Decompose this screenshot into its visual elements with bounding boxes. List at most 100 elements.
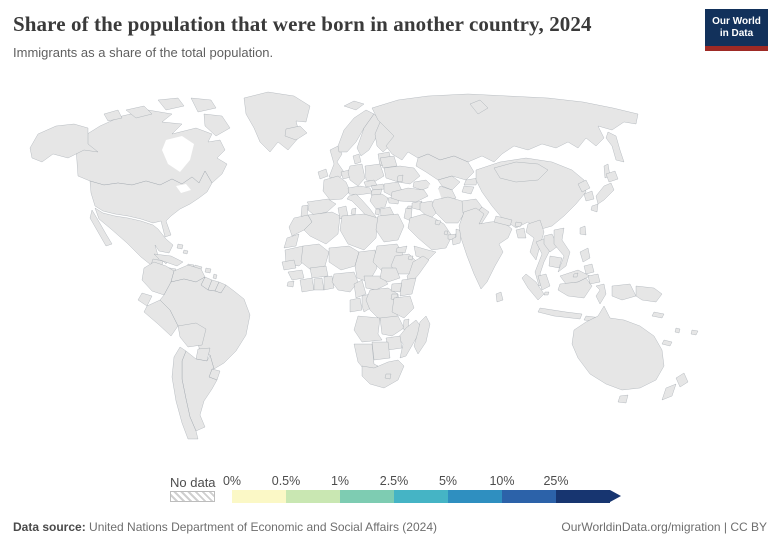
- country-taiwan[interactable]: [579, 225, 587, 236]
- country-bahamas[interactable]: [182, 249, 189, 255]
- country-gabon[interactable]: [349, 297, 363, 313]
- country-sri-lanka[interactable]: [495, 291, 504, 303]
- country-italy-sardinia[interactable]: [350, 207, 357, 216]
- country-fiji[interactable]: [690, 329, 699, 336]
- country-ivory-coast[interactable]: [299, 277, 315, 293]
- country-vietnam[interactable]: [553, 227, 571, 273]
- country-caucasus[interactable]: [412, 179, 433, 191]
- country-lesotho[interactable]: [384, 373, 392, 380]
- owid-logo[interactable]: Our World in Data: [705, 9, 768, 51]
- country-cameroon[interactable]: [353, 279, 367, 299]
- country-switzerland-austria[interactable]: [347, 185, 373, 196]
- country-kazakhstan[interactable]: [415, 153, 475, 181]
- country-brunei[interactable]: [572, 272, 579, 278]
- country-mongolia[interactable]: [493, 161, 549, 183]
- country-yemen[interactable]: [413, 245, 437, 261]
- country-bahamas[interactable]: [176, 243, 184, 250]
- country-kuwait[interactable]: [434, 219, 442, 226]
- country-cuba[interactable]: [153, 253, 184, 267]
- country-myanmar[interactable]: [525, 219, 545, 261]
- country-russia-novaya-zemlya[interactable]: [469, 99, 489, 115]
- country-ecuador[interactable]: [137, 292, 153, 307]
- legend-bin-5[interactable]: 10%: [489, 474, 556, 503]
- country-indonesia-sumatra[interactable]: [521, 273, 545, 301]
- country-madagascar[interactable]: [413, 315, 431, 355]
- country-bhutan[interactable]: [514, 221, 523, 228]
- country-sweden[interactable]: [356, 113, 382, 157]
- country-nigeria[interactable]: [331, 271, 359, 293]
- country-indonesia-borneo[interactable]: [557, 277, 593, 299]
- country-namibia[interactable]: [353, 343, 379, 375]
- country-canada[interactable]: [103, 109, 123, 122]
- country-uzbekistan[interactable]: [437, 175, 461, 191]
- country-egypt[interactable]: [375, 213, 405, 243]
- country-western-sahara[interactable]: [283, 233, 300, 249]
- country-qatar[interactable]: [443, 230, 449, 236]
- country-tanzania[interactable]: [391, 295, 415, 319]
- country-australia[interactable]: [571, 305, 665, 391]
- country-russia-kamchatka[interactable]: [605, 131, 625, 163]
- country-japan-honshu[interactable]: [595, 182, 615, 205]
- country-australia-tasmania[interactable]: [617, 394, 629, 404]
- country-canada[interactable]: [190, 97, 217, 113]
- country-laos[interactable]: [543, 233, 559, 253]
- country-japan-hokkaido[interactable]: [605, 170, 619, 183]
- country-north-korea[interactable]: [577, 179, 591, 193]
- country-kenya[interactable]: [399, 277, 417, 297]
- country-indonesia-java[interactable]: [537, 307, 583, 320]
- country-tajikistan[interactable]: [461, 185, 475, 195]
- country-algeria[interactable]: [303, 211, 341, 245]
- country-vanuatu[interactable]: [674, 327, 681, 334]
- country-canada[interactable]: [157, 97, 185, 111]
- country-zambia[interactable]: [379, 315, 405, 337]
- country-niger[interactable]: [328, 245, 360, 271]
- country-philippines-visayas[interactable]: [583, 263, 595, 275]
- attribution-link[interactable]: OurWorldinData.org/migration | CC BY: [561, 520, 767, 534]
- country-iceland[interactable]: [284, 125, 308, 141]
- country-denmark[interactable]: [352, 153, 362, 165]
- country-ireland[interactable]: [317, 168, 329, 180]
- country-libya[interactable]: [339, 213, 379, 251]
- country-greenland[interactable]: [243, 91, 311, 153]
- country-philippines-mindanao[interactable]: [587, 273, 601, 285]
- legend-no-data-swatch[interactable]: [170, 491, 215, 502]
- country-cambodia[interactable]: [548, 255, 563, 269]
- country-indonesia-sulawesi[interactable]: [595, 283, 607, 305]
- country-saudi-arabia[interactable]: [407, 213, 453, 251]
- country-svalbard[interactable]: [343, 100, 365, 111]
- country-south-africa[interactable]: [361, 359, 405, 389]
- country-angola[interactable]: [353, 315, 383, 343]
- legend-bin-3[interactable]: 2.5%: [380, 474, 448, 503]
- country-chile[interactable]: [171, 346, 199, 440]
- country-malaysia-peninsula[interactable]: [537, 273, 551, 291]
- country-new-caledonia[interactable]: [661, 339, 673, 347]
- country-burkina-faso[interactable]: [309, 265, 329, 279]
- country-indonesia-papua[interactable]: [611, 283, 637, 301]
- country-puerto-rico[interactable]: [204, 267, 212, 274]
- country-canada[interactable]: [203, 113, 231, 137]
- legend-bin-2[interactable]: 1%: [331, 474, 394, 503]
- country-india[interactable]: [458, 207, 513, 290]
- country-poland[interactable]: [364, 163, 385, 183]
- country-japan-kyushu[interactable]: [590, 203, 599, 213]
- country-kyrgyzstan[interactable]: [463, 177, 479, 186]
- country-albania[interactable]: [374, 208, 381, 216]
- country-turkey[interactable]: [390, 187, 429, 203]
- country-belarus[interactable]: [379, 155, 398, 169]
- country-south-sudan[interactable]: [379, 267, 401, 283]
- country-togo-benin[interactable]: [323, 275, 335, 291]
- country-philippines-luzon[interactable]: [579, 247, 591, 263]
- country-iran[interactable]: [431, 196, 467, 224]
- country-lesser-antilles[interactable]: [212, 273, 218, 280]
- country-guinea[interactable]: [287, 269, 305, 281]
- country-ghana[interactable]: [313, 277, 325, 291]
- country-moldova[interactable]: [396, 174, 404, 183]
- country-central-african-republic[interactable]: [363, 275, 389, 291]
- country-eritrea[interactable]: [395, 245, 408, 254]
- country-south-korea[interactable]: [583, 190, 595, 202]
- legend-bin-0[interactable]: 0%: [223, 474, 286, 503]
- country-botswana[interactable]: [371, 341, 391, 361]
- country-bolivia[interactable]: [177, 322, 207, 348]
- country-singapore[interactable]: [543, 291, 550, 296]
- world-choropleth-map[interactable]: [8, 88, 764, 468]
